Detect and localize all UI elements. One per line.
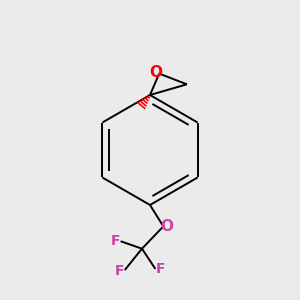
Text: F: F: [111, 234, 121, 248]
Text: O: O: [161, 219, 174, 234]
Text: F: F: [115, 264, 124, 278]
Text: O: O: [149, 65, 162, 80]
Text: F: F: [155, 262, 165, 277]
